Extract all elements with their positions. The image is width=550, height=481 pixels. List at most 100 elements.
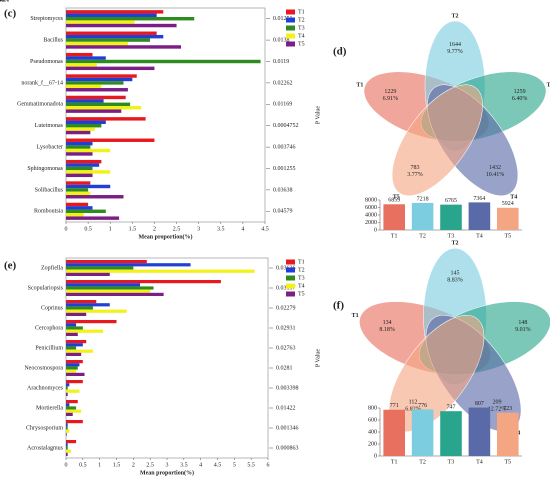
bar	[468, 407, 491, 456]
legend-swatch	[286, 25, 295, 31]
bar	[66, 173, 93, 178]
bar	[66, 145, 91, 149]
bar	[66, 366, 78, 370]
venn-set-label: T2	[451, 13, 458, 19]
category-label: Scopulariopsis	[28, 285, 64, 291]
p-value: 0.02262	[273, 80, 293, 86]
bar	[66, 349, 93, 353]
panel-label: (c)	[4, 8, 17, 20]
bar-value-label: 7218	[417, 196, 429, 202]
x-tick-label: 1.5	[129, 226, 137, 232]
bar	[66, 363, 80, 367]
bar-value-label: 747	[447, 405, 456, 411]
category-label: Penicillium	[35, 345, 63, 351]
x-tick-label: 0	[65, 462, 68, 468]
venn-count: 112	[409, 400, 418, 406]
p-value: 0.01169	[273, 102, 292, 108]
bar	[66, 272, 110, 276]
legend-label: T1	[298, 259, 305, 265]
bar	[66, 77, 133, 82]
bar	[66, 74, 137, 78]
venn-count: 145	[451, 270, 460, 276]
venn-count: 1229	[384, 89, 396, 95]
bar	[66, 369, 77, 373]
venn-count: 1644	[449, 42, 461, 48]
category-label: Mortierella	[36, 405, 63, 411]
x-tick-label: T4	[476, 233, 483, 239]
venn-count: 134	[383, 320, 392, 326]
x-tick-label: 4.5	[214, 462, 222, 468]
venn-count: 148	[518, 320, 527, 326]
x-tick-label: 6	[267, 462, 270, 468]
venn-percent: 10.41%	[486, 172, 505, 178]
bar	[383, 204, 405, 230]
bar	[66, 426, 68, 430]
x-tick-label: 5	[233, 462, 236, 468]
venn-percent: 8.83%	[447, 277, 463, 283]
x-tick-label: 2	[132, 462, 135, 468]
p-value: 0.0281	[276, 365, 293, 371]
bar	[66, 95, 126, 100]
legend-label: T3	[298, 275, 305, 281]
bar	[66, 446, 68, 450]
bar	[66, 306, 93, 310]
venn-set-label: T5	[393, 194, 400, 200]
bar	[66, 188, 89, 192]
bar	[66, 300, 97, 304]
bar	[66, 38, 151, 42]
x-tick-label: T3	[448, 459, 455, 465]
bar	[66, 386, 68, 390]
bar	[66, 152, 93, 156]
y-tick-label: 4000	[365, 212, 377, 218]
x-tick-label: 3.5	[217, 226, 225, 232]
bar	[66, 216, 120, 220]
bar	[66, 360, 83, 364]
x-tick-label: 2	[153, 226, 156, 232]
bar-value-label: 771	[390, 403, 399, 409]
bar	[66, 159, 102, 164]
bar	[66, 99, 104, 103]
panel-label: (f)	[333, 300, 344, 312]
y-tick-label: 0	[374, 227, 377, 233]
x-tick-label: 0.5	[79, 462, 87, 468]
p-value: 0.02931	[276, 325, 296, 331]
bar	[66, 170, 111, 174]
p-value: 0.001346	[276, 425, 299, 431]
category-label: Arachnomyces	[27, 385, 64, 391]
bar	[66, 10, 164, 14]
bar	[440, 204, 462, 230]
venn-set	[391, 84, 483, 196]
p-value: 0.0004752	[273, 123, 299, 129]
bar	[66, 329, 104, 333]
p-value: 0.0119	[273, 59, 289, 65]
bar-value-label: 6859	[388, 198, 400, 204]
bar	[66, 120, 106, 124]
y-tick-label: 0	[374, 453, 377, 459]
venn-set-label: T1	[356, 82, 363, 88]
category-label: Streptomyces	[30, 16, 63, 22]
bar	[66, 109, 122, 113]
bar	[497, 412, 519, 456]
bar	[66, 81, 124, 85]
bar	[66, 352, 82, 356]
venn-count: 318	[0, 0, 5, 3]
bar	[66, 312, 87, 316]
bar	[66, 283, 141, 287]
bar	[66, 392, 68, 396]
x-tick-label: T5	[504, 459, 511, 465]
category-label: norank_f__67-14	[21, 79, 63, 86]
venn-percent: 21.30%	[0, 0, 9, 3]
y-tick-label: 8000	[365, 197, 377, 203]
venn-percent: 3.77%	[407, 172, 423, 178]
bar	[66, 309, 127, 313]
bar	[66, 102, 131, 107]
venn-percent: 12.72%	[488, 407, 507, 413]
legend-swatch	[286, 41, 295, 47]
bar	[66, 195, 124, 199]
bar	[66, 181, 91, 185]
category-label: Coprinus	[41, 305, 64, 311]
bar	[66, 289, 151, 293]
bar	[66, 346, 77, 350]
x-tick-label: 3.5	[180, 462, 188, 468]
y-tick-label: 2000	[365, 220, 377, 226]
